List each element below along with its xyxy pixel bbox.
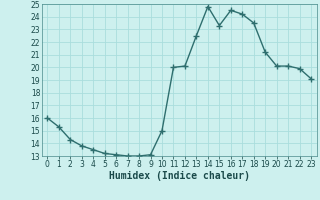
X-axis label: Humidex (Indice chaleur): Humidex (Indice chaleur) <box>109 171 250 181</box>
